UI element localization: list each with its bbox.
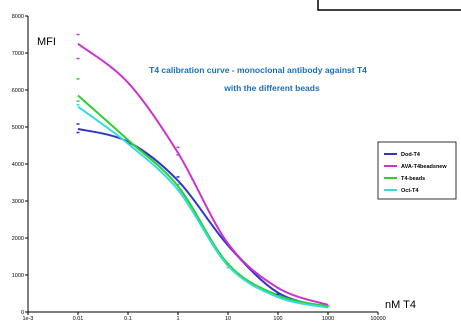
y-tick-label: 3000 <box>12 199 24 205</box>
x-tick-label: 0.1 <box>124 316 132 320</box>
y-axis-label: MFI <box>37 36 56 48</box>
y-tick-label: 2000 <box>12 236 24 242</box>
x-tick-label: 10 <box>225 316 231 320</box>
x-tick-label: 1 <box>176 316 179 320</box>
legend-entry: AVA-T4beadsnew <box>401 164 447 170</box>
frame-fragment <box>317 0 461 11</box>
x-tick-label: 10000 <box>370 316 385 320</box>
legend: Dod-T4 AVA-T4beadsnew T4-beads Oct-T4 <box>377 141 457 200</box>
axes: 0 1000 2000 3000 4000 5000 6000 7000 8000 1e-3 0.0… <box>12 14 386 322</box>
series-line-t4-beads <box>77 94 329 308</box>
legend-entry: Dod-T4 <box>401 152 421 158</box>
y-tick-label: 0 <box>21 310 24 316</box>
x-axis-label: nM T4 <box>385 299 416 311</box>
series-line-oct-t4 <box>77 105 329 309</box>
legend-entry: Oct-T4 <box>401 188 419 194</box>
markers <box>76 33 330 307</box>
x-tick-label: 1e-3 <box>22 316 33 320</box>
y-tick-label: 8000 <box>12 14 24 20</box>
y-tick-label: 6000 <box>12 88 24 94</box>
series-line-dod-t4 <box>77 127 329 309</box>
y-tick-label: 5000 <box>12 125 24 131</box>
chart-subtitle: with the different beads <box>223 83 320 93</box>
y-tick-label: 1000 <box>12 273 24 279</box>
x-tick-label: 100 <box>273 316 282 320</box>
chart-title: T4 calibration curve - monoclonal antibo… <box>149 65 367 75</box>
y-tick-label: 7000 <box>12 51 24 57</box>
x-tick-label: 1000 <box>322 316 334 320</box>
y-tick-label: 4000 <box>12 162 24 168</box>
x-tick-label: 0.01 <box>73 316 84 320</box>
legend-entry: T4-beads <box>401 176 425 182</box>
